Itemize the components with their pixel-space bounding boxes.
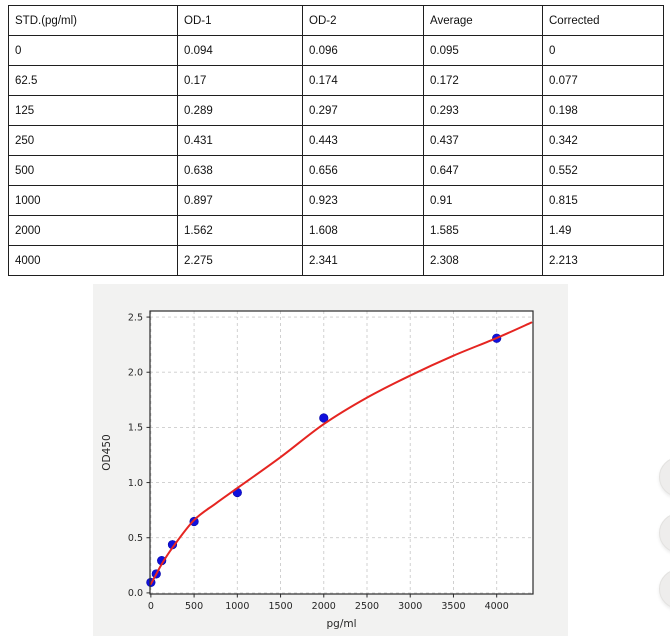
table-cell: 0.443 (302, 125, 424, 156)
y-tick-label: 0.5 (128, 533, 143, 544)
table-cell: 0.437 (423, 125, 543, 156)
table-header-cell: STD.(pg/ml) (8, 5, 178, 36)
plot-area (150, 311, 533, 594)
table-cell: 0.289 (177, 95, 303, 126)
table-cell: 62.5 (8, 65, 178, 96)
table-header-row: STD.(pg/ml) OD-1 OD-2 Average Corrected (8, 5, 664, 36)
table-cell: 4000 (8, 245, 178, 276)
x-tick-label: 3500 (441, 601, 465, 612)
x-tick-label: 500 (185, 601, 203, 612)
chart-figure: 0 500 1000 1500 2000 2500 3000 3500 4000 0.0 0.5 1.… (93, 284, 568, 636)
table-cell: 0 (8, 35, 178, 66)
table-cell: 0.91 (423, 185, 543, 216)
table-cell: 2.341 (302, 245, 424, 276)
table-cell: 0.174 (302, 65, 424, 96)
x-tick-label: 3000 (398, 601, 422, 612)
y-tick-label: 2.0 (128, 368, 143, 379)
table-cell: 0.198 (542, 95, 664, 126)
table-header-cell: OD-1 (177, 5, 303, 36)
x-tick-label: 1000 (225, 601, 249, 612)
y-tick-label: 1.5 (128, 423, 143, 434)
table-cell: 125 (8, 95, 178, 126)
table-cell: 0 (542, 35, 664, 66)
table-cell: 0.638 (177, 155, 303, 186)
table-cell: 1000 (8, 185, 178, 216)
table-cell: 1.585 (423, 215, 543, 246)
table-cell: 0.647 (423, 155, 543, 186)
table-header-cell: Average (423, 5, 543, 36)
table-row: 125 0.289 0.297 0.293 0.198 (8, 95, 664, 126)
x-axis-label: pg/ml (326, 618, 356, 630)
x-tick-label: 0 (148, 601, 154, 612)
x-tick-label: 4000 (485, 601, 509, 612)
table-cell: 0.923 (302, 185, 424, 216)
table-cell: 0.552 (542, 155, 664, 186)
table-cell: 0.095 (423, 35, 543, 66)
table-cell: 0.297 (302, 95, 424, 126)
data-point (319, 413, 329, 423)
table-cell: 500 (8, 155, 178, 186)
y-tick-label: 0.0 (128, 588, 143, 599)
table-cell: 0.077 (542, 65, 664, 96)
table-row: 1000 0.897 0.923 0.91 0.815 (8, 185, 664, 216)
table-row: 250 0.431 0.443 0.437 0.342 (8, 125, 664, 156)
y-tick-label: 2.5 (128, 312, 143, 323)
table-cell: 0.431 (177, 125, 303, 156)
table-cell: 0.815 (542, 185, 664, 216)
y-tick-label: 1.0 (128, 478, 143, 489)
standards-table: STD.(pg/ml) OD-1 OD-2 Average Corrected 0 0.09… (8, 5, 664, 276)
table-cell: 0.293 (423, 95, 543, 126)
y-axis-label: OD450 (101, 434, 113, 470)
floating-circle-middle (659, 513, 670, 553)
table-row: 500 0.638 0.656 0.647 0.552 (8, 155, 664, 186)
table-row: 4000 2.275 2.341 2.308 2.213 (8, 245, 664, 276)
table-cell: 2000 (8, 215, 178, 246)
table-cell: 0.096 (302, 35, 424, 66)
table-cell: 0.17 (177, 65, 303, 96)
floating-circle-bottom (659, 569, 670, 609)
table-cell: 2.275 (177, 245, 303, 276)
table-cell: 0.094 (177, 35, 303, 66)
table-cell: 1.562 (177, 215, 303, 246)
standard-curve-plot: 0 500 1000 1500 2000 2500 3000 3500 4000 0.0 0.5 1.… (101, 310, 534, 630)
table-row: 62.5 0.17 0.174 0.172 0.077 (8, 65, 664, 96)
table-row: 0 0.094 0.096 0.095 0 (8, 35, 664, 66)
table-cell: 0.342 (542, 125, 664, 156)
table-header-cell: OD-2 (302, 5, 424, 36)
table-cell: 2.213 (542, 245, 664, 276)
table-cell: 250 (8, 125, 178, 156)
table-header-cell: Corrected (542, 5, 664, 36)
table-cell: 1.49 (542, 215, 664, 246)
x-tick-label: 2000 (312, 601, 336, 612)
table-cell: 0.172 (423, 65, 543, 96)
floating-circle-top (659, 457, 670, 497)
fit-curve (149, 321, 533, 586)
table-cell: 0.897 (177, 185, 303, 216)
table-row: 2000 1.562 1.608 1.585 1.49 (8, 215, 664, 246)
x-tick-label: 2500 (355, 601, 379, 612)
table-cell: 1.608 (302, 215, 424, 246)
table-cell: 2.308 (423, 245, 543, 276)
standards-table-body: STD.(pg/ml) OD-1 OD-2 Average Corrected 0 0.09… (8, 5, 664, 276)
plot-frame (149, 310, 534, 595)
table-cell: 0.656 (302, 155, 424, 186)
x-tick-label: 1500 (268, 601, 292, 612)
